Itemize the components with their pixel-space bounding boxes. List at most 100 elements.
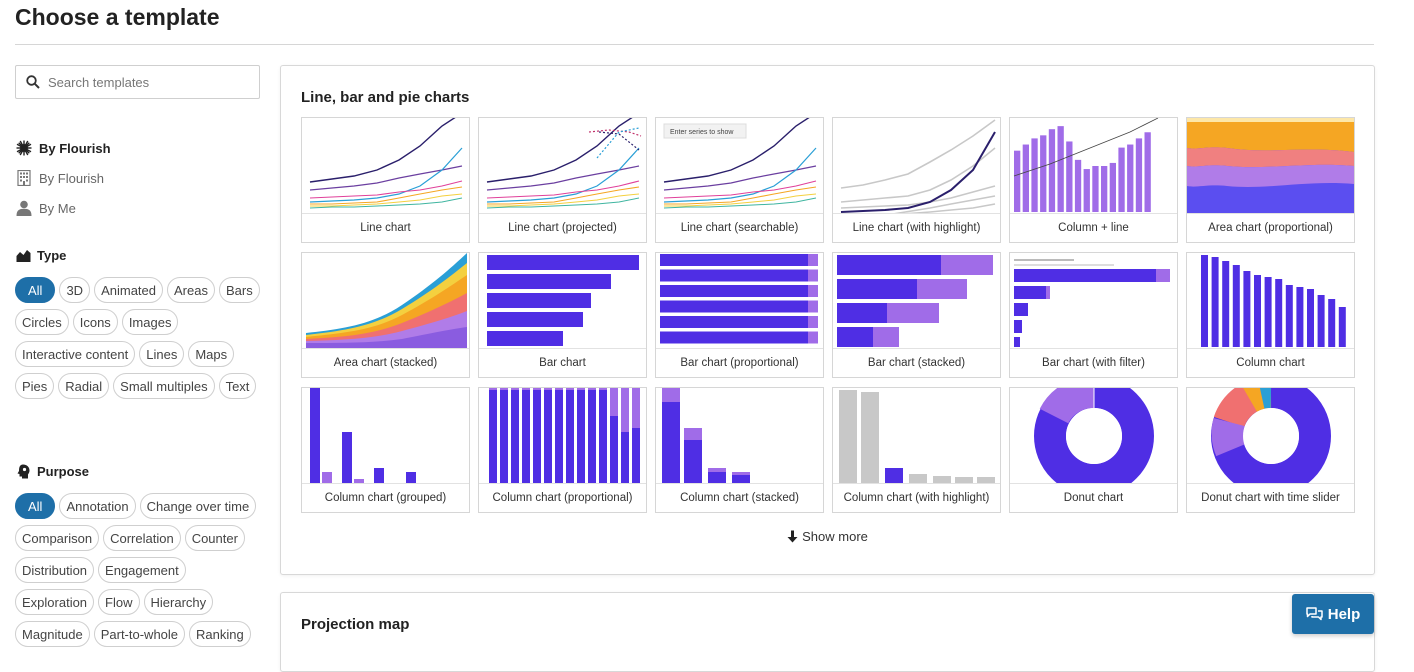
purpose-filter-distribution[interactable]: Distribution (15, 557, 95, 583)
template-card-bar-chart-proportional[interactable]: Bar chart (proportional) (655, 252, 824, 378)
purpose-filter-flow[interactable]: Flow (98, 589, 140, 615)
source-label: By Flourish (39, 140, 111, 156)
type-filter-icons[interactable]: Icons (72, 309, 118, 335)
type-filter-areas[interactable]: Areas (167, 277, 215, 303)
source-by-team[interactable]: By Flourish (15, 163, 111, 193)
arrow-down-icon (787, 530, 798, 543)
search-input[interactable] (48, 74, 248, 90)
template-thumbnail (479, 118, 646, 214)
template-card-bar-chart-with-filter[interactable]: Bar chart (with filter) (1009, 252, 1178, 378)
building-icon (15, 169, 33, 187)
type-filter-bars[interactable]: Bars (218, 277, 260, 303)
help-label: Help (1327, 605, 1361, 623)
template-thumbnail (833, 388, 1000, 484)
template-card-label: Column chart (with highlight) (843, 492, 990, 504)
template-card-column-chart-with-highlight[interactable]: Column chart (with highlight) (832, 387, 1001, 513)
template-card-column-chart[interactable]: Column chart (1186, 252, 1355, 378)
purpose-filter-ranking[interactable]: Ranking (189, 621, 251, 647)
purpose-filter-exploration[interactable]: Exploration (15, 589, 95, 615)
purpose-filter-all[interactable]: All (15, 493, 56, 519)
template-card-line-chart-with-highlight[interactable]: Line chart (with highlight) (832, 117, 1001, 243)
template-card-area-chart-stacked[interactable]: Area chart (stacked) (301, 252, 470, 378)
template-thumbnail (833, 118, 1000, 214)
template-thumbnail (1187, 118, 1354, 214)
type-filter-radial[interactable]: Radial (58, 373, 110, 399)
template-card-label: Donut chart (1063, 492, 1124, 504)
purpose-filter-pills: All Annotation Change over time Comparison C… (15, 493, 265, 647)
section-title: Projection map (301, 616, 410, 633)
source-label: By Me (39, 200, 76, 216)
template-card-bar-chart[interactable]: Bar chart (478, 252, 647, 378)
type-filter-lines[interactable]: Lines (139, 341, 185, 367)
template-thumbnail (479, 388, 646, 484)
template-card-label: Bar chart (with filter) (1042, 357, 1145, 369)
type-filter-pies[interactable]: Pies (15, 373, 55, 399)
template-thumbnail (1187, 253, 1354, 349)
purpose-filter-part-to-whole[interactable]: Part-to-whole (93, 621, 186, 647)
template-card-line-chart-searchable[interactable]: Enter series to show Line chart (searchab… (655, 117, 824, 243)
type-filter-text[interactable]: Text (218, 373, 257, 399)
chart-type-icon (15, 247, 31, 263)
template-card-column-line[interactable]: Column + line (1009, 117, 1178, 243)
template-card-label: Column chart (1236, 357, 1305, 369)
template-card-label: Column + line (1058, 222, 1129, 234)
section-title: Line, bar and pie charts (301, 89, 470, 106)
template-card-donut-chart-with-time-slider[interactable]: Donut chart with time slider (1186, 387, 1355, 513)
template-card-label: Bar chart (stacked) (867, 357, 966, 369)
page-title: Choose a template (15, 4, 220, 30)
source-label: By Flourish (39, 170, 105, 186)
template-grid: Line chart Line chart (projected) Enter … (301, 117, 1355, 513)
type-filter-3d[interactable]: 3D (59, 277, 91, 303)
source-by-flourish[interactable]: By Flourish (15, 133, 111, 163)
section-projection-map: Projection map (280, 592, 1375, 672)
type-filter-pills: All 3D Animated Areas Bars Circles Icons Images… (15, 277, 265, 399)
search-box[interactable] (15, 65, 260, 99)
type-filter-maps[interactable]: Maps (188, 341, 235, 367)
show-more-label: Show more (802, 529, 868, 544)
section-line-bar-pie: Line, bar and pie charts Line chart Line… (280, 65, 1375, 575)
purpose-filter-hierarchy[interactable]: Hierarchy (143, 589, 214, 615)
template-card-label: Donut chart with time slider (1201, 492, 1340, 504)
type-filter-all[interactable]: All (15, 277, 56, 303)
purpose-filter-annotation[interactable]: Annotation (59, 493, 136, 519)
template-thumbnail (302, 253, 469, 349)
template-card-label: Line chart (with highlight) (852, 222, 981, 234)
template-card-column-chart-grouped[interactable]: Column chart (grouped) (301, 387, 470, 513)
purpose-filter-counter[interactable]: Counter (184, 525, 245, 551)
template-card-donut-chart[interactable]: Donut chart (1009, 387, 1178, 513)
template-card-line-chart[interactable]: Line chart (301, 117, 470, 243)
template-thumbnail: Enter series to show (656, 118, 823, 214)
search-icon (26, 75, 40, 89)
template-card-label: Column chart (proportional) (492, 492, 633, 504)
purpose-filter-correlation[interactable]: Correlation (103, 525, 181, 551)
purpose-filter-comparison[interactable]: Comparison (15, 525, 100, 551)
purpose-filter-magnitude[interactable]: Magnitude (15, 621, 90, 647)
template-card-area-chart-proportional[interactable]: Area chart (proportional) (1186, 117, 1355, 243)
show-more-button[interactable]: Show more (281, 529, 1374, 544)
template-card-label: Area chart (stacked) (333, 357, 438, 369)
type-filter-circles[interactable]: Circles (15, 309, 69, 335)
template-card-label: Column chart (grouped) (324, 492, 447, 504)
type-heading: Type (15, 247, 66, 263)
head-bulb-icon (15, 463, 31, 479)
template-card-label: Line chart (searchable) (680, 222, 799, 234)
source-by-me[interactable]: By Me (15, 193, 111, 223)
template-card-column-chart-proportional[interactable]: Column chart (proportional) (478, 387, 647, 513)
type-filter-images[interactable]: Images (121, 309, 179, 335)
template-card-line-chart-projected[interactable]: Line chart (projected) (478, 117, 647, 243)
type-filter-interactive-content[interactable]: Interactive content (15, 341, 136, 367)
template-card-label: Bar chart (539, 357, 586, 369)
purpose-filter-engagement[interactable]: Engagement (98, 557, 186, 583)
source-filter-list: By Flourish By Flourish By Me (15, 133, 111, 223)
help-button[interactable]: Help (1292, 594, 1374, 634)
template-card-bar-chart-stacked[interactable]: Bar chart (stacked) (832, 252, 1001, 378)
template-thumbnail (1010, 388, 1177, 484)
type-filter-animated[interactable]: Animated (94, 277, 163, 303)
svg-text:Enter series to show: Enter series to show (670, 129, 734, 136)
type-filter-small-multiples[interactable]: Small multiples (113, 373, 215, 399)
template-card-column-chart-stacked[interactable]: Column chart (stacked) (655, 387, 824, 513)
template-thumbnail (302, 388, 469, 484)
purpose-filter-change-over-time[interactable]: Change over time (139, 493, 257, 519)
title-divider (15, 44, 1374, 45)
type-heading-label: Type (37, 247, 67, 263)
